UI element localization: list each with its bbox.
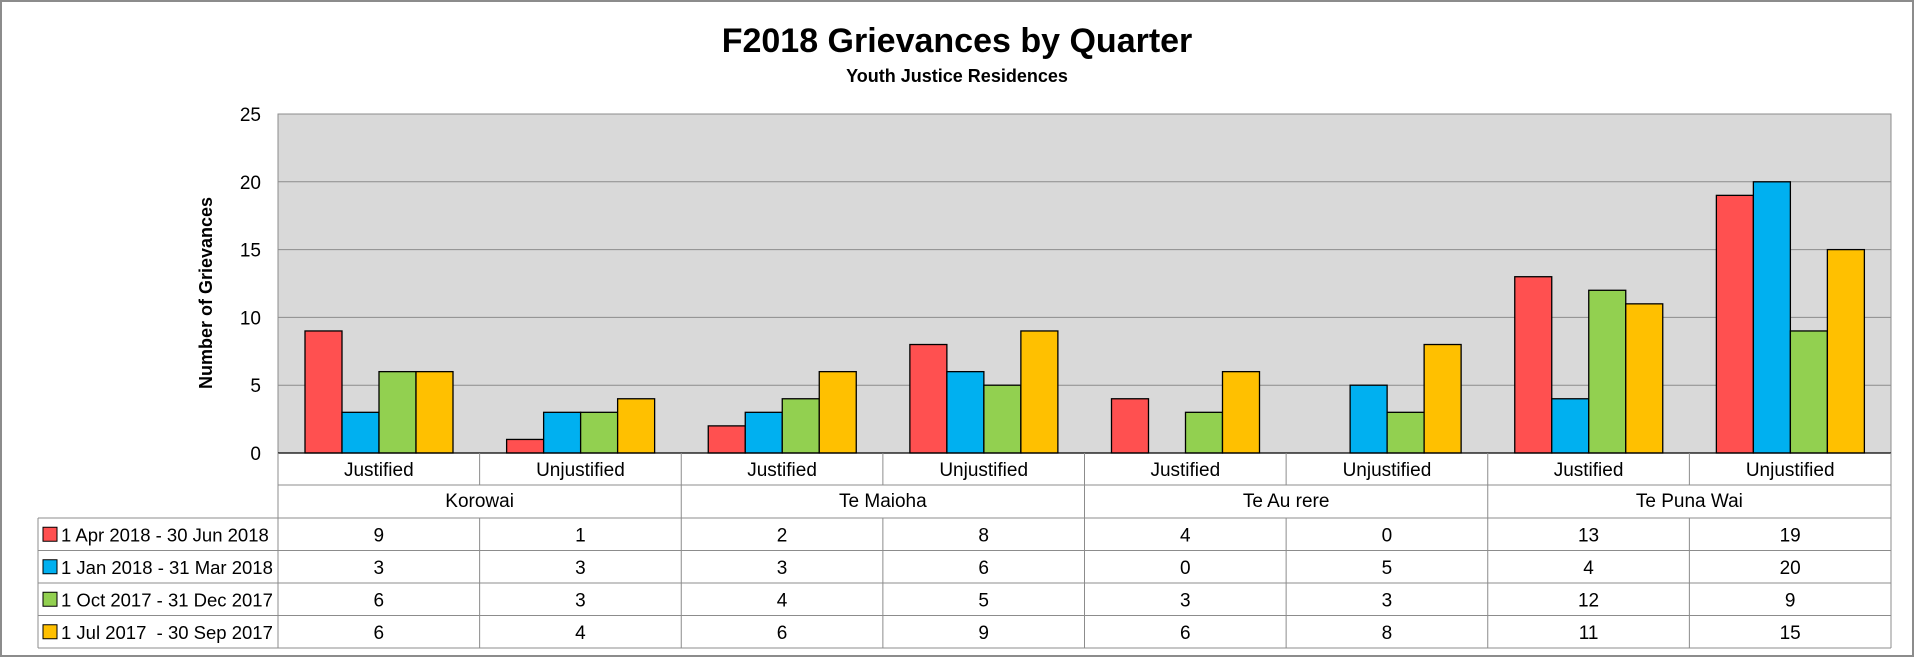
table-cell: 3 — [1180, 590, 1191, 611]
bar — [378, 370, 417, 454]
table-cell: 5 — [1382, 558, 1393, 579]
bar — [1625, 303, 1664, 454]
table-cell: 15 — [1780, 623, 1801, 644]
table-cell: 0 — [1180, 558, 1191, 579]
bar — [616, 398, 656, 454]
bar — [1514, 276, 1553, 454]
bar — [579, 411, 619, 454]
table-cell: 3 — [575, 558, 586, 579]
bar — [1110, 398, 1150, 454]
bar — [946, 370, 985, 454]
bar — [1826, 248, 1866, 454]
table-cell: 1 — [575, 525, 586, 546]
legend-label: 1 Jul 2017 - 30 Sep 2017 — [61, 622, 273, 643]
x-tick-label: Unjustified — [1343, 460, 1432, 481]
legend-label: 1 Jan 2018 - 31 Mar 2018 — [61, 557, 273, 578]
table-cell: 4 — [777, 590, 788, 611]
table-cell: 4 — [575, 623, 586, 644]
table-cell: 8 — [1382, 623, 1393, 644]
table-cell: 20 — [1780, 558, 1801, 579]
table-cell: 3 — [575, 590, 586, 611]
table-cell: 12 — [1578, 590, 1599, 611]
bar — [304, 330, 343, 454]
data-table: Justified Unjustified Justified Unjustified… — [37, 453, 1892, 649]
bar — [983, 384, 1022, 454]
table-cell: 0 — [1382, 525, 1393, 546]
bar — [542, 411, 582, 454]
table-cell: 4 — [1180, 525, 1191, 546]
bar — [1789, 330, 1829, 454]
legend-label: 1 Oct 2017 - 31 Dec 2017 — [61, 589, 273, 610]
table-cell: 11 — [1579, 623, 1599, 644]
y-tick-label: 20 — [240, 173, 261, 194]
bar — [707, 425, 746, 454]
bar — [1588, 289, 1627, 454]
bar — [818, 370, 857, 454]
x-tick-label: Justified — [747, 460, 817, 481]
table-cell: 3 — [777, 558, 788, 579]
table-cell: 2 — [777, 525, 788, 546]
table-cell: 6 — [374, 590, 385, 611]
bar — [1423, 343, 1462, 454]
legend-swatch — [42, 526, 58, 542]
bar — [415, 370, 454, 454]
group-label: Te Maioha — [839, 491, 927, 512]
y-tick-label: 10 — [240, 308, 261, 329]
chart-title: F2018 Grievances by Quarter — [722, 22, 1193, 60]
table-cell: 6 — [1180, 623, 1191, 644]
table-cell: 6 — [978, 558, 989, 579]
bar — [505, 438, 545, 454]
bar — [1184, 411, 1224, 454]
group-label: Te Puna Wai — [1636, 491, 1743, 512]
table-cell: 5 — [978, 590, 989, 611]
table-cell: 6 — [777, 623, 788, 644]
x-tick-label: Unjustified — [1746, 460, 1835, 481]
bar — [1551, 398, 1590, 454]
y-tick-label: 25 — [240, 105, 261, 126]
y-tick-label: 5 — [250, 376, 261, 397]
table-cell: 9 — [1785, 590, 1796, 611]
bar — [781, 398, 820, 454]
table-cell: 4 — [1583, 558, 1594, 579]
bar — [1752, 181, 1792, 454]
legend-swatch — [42, 559, 58, 575]
table-cell: 3 — [374, 558, 385, 579]
bar — [1715, 194, 1755, 454]
legend-swatch — [42, 624, 58, 640]
x-tick-label: Justified — [1150, 460, 1220, 481]
legend-label: 1 Apr 2018 - 30 Jun 2018 — [61, 524, 269, 545]
table-cell: 8 — [978, 525, 989, 546]
bar — [1386, 411, 1425, 454]
x-tick-label: Unjustified — [536, 460, 625, 481]
y-axis-label: Number of Grievances — [196, 197, 216, 389]
y-tick-label: 15 — [240, 241, 261, 262]
bar — [744, 411, 783, 454]
group-label: Te Au rere — [1243, 491, 1330, 512]
bar — [1221, 370, 1261, 454]
x-tick-label: Justified — [1554, 460, 1624, 481]
bar — [1020, 330, 1059, 454]
bar — [341, 411, 380, 454]
table-cell: 19 — [1780, 525, 1801, 546]
table-cell: 13 — [1578, 525, 1599, 546]
y-tick-label: 0 — [250, 444, 261, 465]
x-tick-label: Justified — [344, 460, 414, 481]
table-cell: 6 — [374, 623, 385, 644]
plot-area: 0 5 10 15 20 25 — [240, 105, 1892, 465]
chart-subtitle: Youth Justice Residences — [846, 66, 1068, 86]
table-cell: 9 — [978, 623, 989, 644]
x-tick-label: Unjustified — [939, 460, 1028, 481]
table-cell: 9 — [374, 525, 385, 546]
table-cell: 3 — [1382, 590, 1393, 611]
group-label: Korowai — [445, 491, 514, 512]
bar — [1349, 384, 1388, 454]
legend-swatch — [42, 591, 58, 607]
bar — [909, 343, 948, 454]
